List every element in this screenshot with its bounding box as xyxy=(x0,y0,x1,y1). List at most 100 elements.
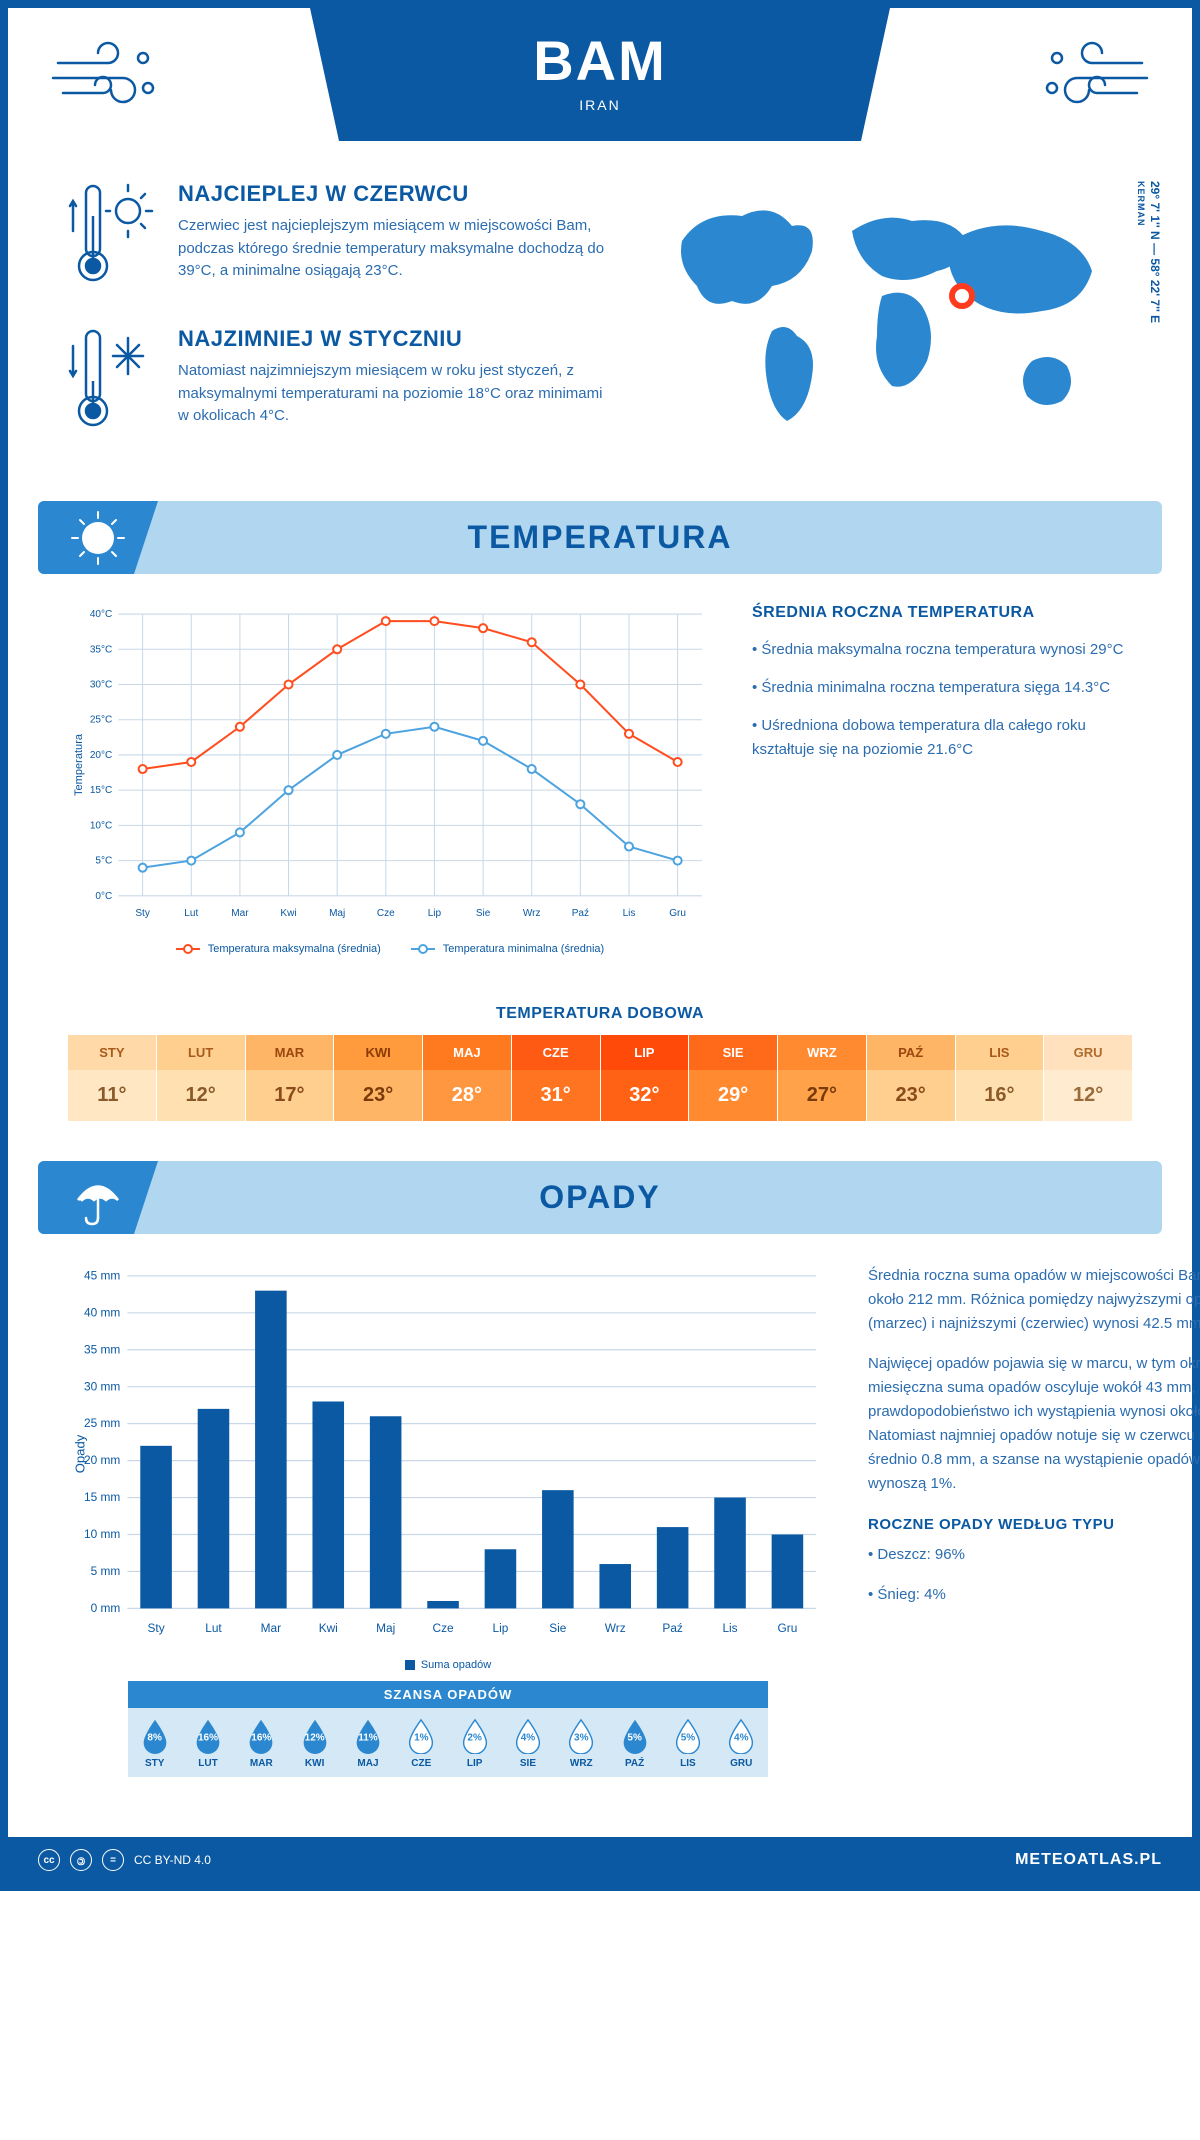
raindrop-icon: 3% xyxy=(567,1718,595,1754)
raindrop-icon: 4% xyxy=(514,1718,542,1754)
svg-text:Kwi: Kwi xyxy=(280,908,296,919)
hottest-text: NAJCIEPLEJ W CZERWCU Czerwiec jest najci… xyxy=(178,181,612,296)
daily-temp-title: TEMPERATURA DOBOWA xyxy=(8,1005,1192,1023)
svg-text:35 mm: 35 mm xyxy=(84,1342,120,1356)
license-text: CC BY-ND 4.0 xyxy=(134,1853,211,1867)
svg-text:Gru: Gru xyxy=(669,908,686,919)
cc-icon: cc xyxy=(38,1849,60,1871)
footer-site: METEOATLAS.PL xyxy=(1015,1851,1162,1869)
chance-cell: 2% LIP xyxy=(448,1708,501,1777)
raindrop-icon: 16% xyxy=(194,1718,222,1754)
svg-text:25°C: 25°C xyxy=(90,715,112,726)
intro-text-column: NAJCIEPLEJ W CZERWCU Czerwiec jest najci… xyxy=(68,181,612,471)
svg-text:Cze: Cze xyxy=(433,1621,454,1635)
temp-table-cell: WRZ 27° xyxy=(778,1035,867,1121)
svg-text:15 mm: 15 mm xyxy=(84,1490,120,1504)
daily-temp-table: STY 11°LUT 12°MAR 17°KWI 23°MAJ 28°CZE 3… xyxy=(68,1035,1132,1121)
temp-table-cell: KWI 23° xyxy=(334,1035,423,1121)
umbrella-icon xyxy=(38,1161,158,1234)
footer-license: cc 🄯 = CC BY-ND 4.0 xyxy=(38,1849,211,1871)
chance-title: SZANSA OPADÓW xyxy=(128,1681,768,1708)
svg-text:40°C: 40°C xyxy=(90,609,112,620)
nd-icon: = xyxy=(102,1849,124,1871)
temp-table-cell: CZE 31° xyxy=(512,1035,601,1121)
svg-text:Paź: Paź xyxy=(662,1621,683,1635)
header: BAM IRAN xyxy=(8,8,1192,141)
by-icon: 🄯 xyxy=(70,1849,92,1871)
svg-text:Sie: Sie xyxy=(549,1621,567,1635)
hottest-block: NAJCIEPLEJ W CZERWCU Czerwiec jest najci… xyxy=(68,181,612,296)
page: BAM IRAN NAJCIEPLEJ W CZERWCU Czerwiec j… xyxy=(0,0,1200,1891)
svg-text:Opady: Opady xyxy=(73,1434,88,1473)
raindrop-icon: 11% xyxy=(354,1718,382,1754)
temp-info-bullet: • Średnia maksymalna roczna temperatura … xyxy=(752,638,1132,662)
svg-text:20°C: 20°C xyxy=(90,750,112,761)
svg-text:Lip: Lip xyxy=(428,908,442,919)
svg-text:30 mm: 30 mm xyxy=(84,1379,120,1393)
coldest-block: NAJZIMNIEJ W STYCZNIU Natomiast najzimni… xyxy=(68,326,612,441)
thermometer-snow-icon xyxy=(68,326,158,441)
svg-text:Lis: Lis xyxy=(722,1621,737,1635)
temperature-chart: 0°C5°C10°C15°C20°C25°C30°C35°C40°CStyLut… xyxy=(68,604,712,955)
country-subtitle: IRAN xyxy=(310,97,890,113)
coords-region: KERMAN xyxy=(1136,181,1146,227)
svg-text:15°C: 15°C xyxy=(90,785,112,796)
temp-table-cell: LIS 16° xyxy=(956,1035,1045,1121)
intro-section: NAJCIEPLEJ W CZERWCU Czerwiec jest najci… xyxy=(8,141,1192,501)
svg-text:Kwi: Kwi xyxy=(319,1621,338,1635)
svg-text:25 mm: 25 mm xyxy=(84,1416,120,1430)
raindrop-icon: 5% xyxy=(674,1718,702,1754)
chance-cell: 8% STY xyxy=(128,1708,181,1777)
thermometer-sun-icon xyxy=(68,181,158,296)
temp-table-cell: SIE 29° xyxy=(689,1035,778,1121)
raindrop-icon: 8% xyxy=(141,1718,169,1754)
raindrop-icon: 1% xyxy=(407,1718,435,1754)
svg-text:Lut: Lut xyxy=(205,1621,222,1635)
temp-table-cell: STY 11° xyxy=(68,1035,157,1121)
coordinates: 29° 7' 1'' N — 58° 22' 7'' E KERMAN xyxy=(1134,181,1162,323)
precipitation-section-header: OPADY xyxy=(38,1161,1162,1234)
hottest-title: NAJCIEPLEJ W CZERWCU xyxy=(178,181,612,207)
coords-lat: 29° 7' 1'' N xyxy=(1148,181,1162,240)
temp-table-cell: MAR 17° xyxy=(246,1035,335,1121)
svg-text:0 mm: 0 mm xyxy=(91,1601,121,1615)
precipitation-body: 0 mm5 mm10 mm15 mm20 mm25 mm30 mm35 mm40… xyxy=(8,1234,1192,1797)
world-map-panel: 29° 7' 1'' N — 58° 22' 7'' E KERMAN xyxy=(652,181,1132,471)
svg-text:Maj: Maj xyxy=(376,1621,395,1635)
precipitation-title: OPADY xyxy=(38,1179,1162,1216)
city-title: BAM xyxy=(310,28,890,93)
svg-text:45 mm: 45 mm xyxy=(84,1268,120,1282)
raindrop-icon: 5% xyxy=(621,1718,649,1754)
precipitation-info: Średnia roczna suma opadów w miejscowośc… xyxy=(868,1264,1200,1777)
legend-min: Temperatura minimalna (średnia) xyxy=(411,943,604,955)
svg-text:Mar: Mar xyxy=(231,908,249,919)
precipitation-chart: 0 mm5 mm10 mm15 mm20 mm25 mm30 mm35 mm40… xyxy=(68,1264,828,1777)
hottest-body: Czerwiec jest najcieplejszym miesiącem w… xyxy=(178,215,612,283)
temp-table-cell: LIP 32° xyxy=(601,1035,690,1121)
temperature-legend: Temperatura maksymalna (średnia) Tempera… xyxy=(68,943,712,955)
prec-type-title: ROCZNE OPADY WEDŁUG TYPU xyxy=(868,1516,1200,1533)
svg-text:Temperatura: Temperatura xyxy=(73,733,85,796)
svg-text:Paź: Paź xyxy=(572,908,589,919)
svg-text:35°C: 35°C xyxy=(90,644,112,655)
sun-icon xyxy=(38,501,158,574)
temp-info-title: ŚREDNIA ROCZNA TEMPERATURA xyxy=(752,604,1132,622)
footer: cc 🄯 = CC BY-ND 4.0 METEOATLAS.PL xyxy=(8,1837,1192,1883)
svg-text:Wrz: Wrz xyxy=(605,1621,626,1635)
temp-info-bullet: • Uśredniona dobowa temperatura dla całe… xyxy=(752,714,1132,762)
temp-table-cell: GRU 12° xyxy=(1044,1035,1132,1121)
chance-cell: 3% WRZ xyxy=(555,1708,608,1777)
svg-text:Maj: Maj xyxy=(329,908,345,919)
svg-text:10°C: 10°C xyxy=(90,820,112,831)
chance-cell: 16% LUT xyxy=(181,1708,234,1777)
svg-text:Sty: Sty xyxy=(148,1621,165,1635)
wind-icon xyxy=(1032,38,1152,113)
svg-text:5°C: 5°C xyxy=(95,856,112,867)
svg-text:20 mm: 20 mm xyxy=(84,1453,120,1467)
coldest-title: NAJZIMNIEJ W STYCZNIU xyxy=(178,326,612,352)
chance-cell: 5% PAŹ xyxy=(608,1708,661,1777)
svg-text:0°C: 0°C xyxy=(95,891,112,902)
temperature-title: TEMPERATURA xyxy=(38,519,1162,556)
prec-type-bullet: • Deszcz: 96% xyxy=(868,1543,1200,1567)
chance-cell: 4% GRU xyxy=(715,1708,768,1777)
